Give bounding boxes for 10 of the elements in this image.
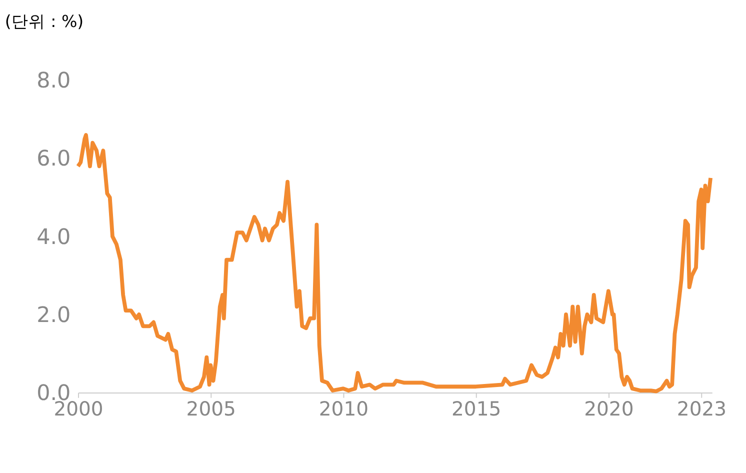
chart-title: (단위 : %): [4, 12, 84, 31]
y-tick-label: 4.0: [36, 224, 71, 250]
x-tick-label: 2015: [452, 397, 502, 420]
y-tick-label: 8.0: [36, 68, 71, 94]
x-tick-label: 2020: [584, 397, 634, 420]
x-tick-label: 2005: [186, 397, 236, 420]
x-tick-label: 2023: [676, 397, 727, 420]
x-tick-label: 2010: [318, 397, 369, 420]
y-tick-label: 6.0: [36, 146, 71, 172]
y-tick-label: 2.0: [36, 302, 71, 328]
